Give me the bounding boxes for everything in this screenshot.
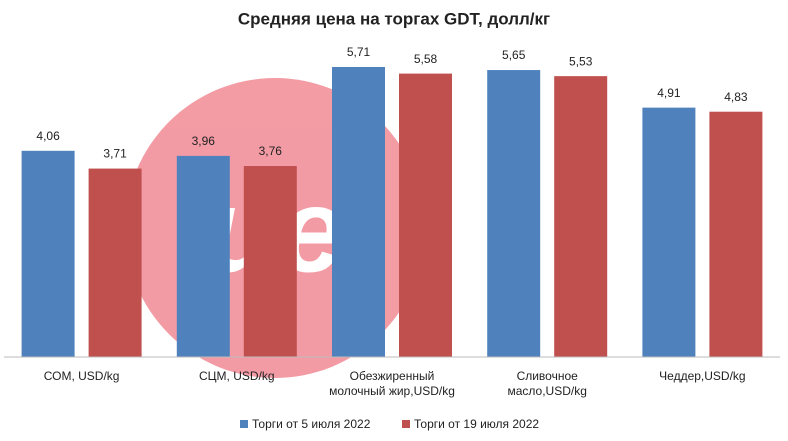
value-label: 4,06 bbox=[36, 129, 60, 143]
legend-swatch bbox=[240, 420, 248, 428]
value-label: 3,71 bbox=[103, 147, 127, 161]
bar bbox=[243, 166, 297, 357]
bar bbox=[487, 70, 541, 357]
legend-label: Торги от 5 июля 2022 bbox=[252, 417, 371, 431]
bar bbox=[709, 111, 763, 358]
bar bbox=[554, 76, 608, 358]
x-tick-label: Обезжиренный молочный жир,USD/kg bbox=[329, 369, 455, 398]
value-label: 4,83 bbox=[724, 90, 748, 104]
value-label: 5,71 bbox=[347, 45, 371, 59]
x-tick-label: Чеддер,USD/kg bbox=[659, 369, 746, 383]
chart-title: Средняя цена на торгах GDT, долл/кг bbox=[238, 9, 550, 28]
bar bbox=[642, 107, 696, 358]
value-label: 3,76 bbox=[259, 144, 283, 158]
value-label: 5,58 bbox=[414, 52, 438, 66]
x-tick-label: Сливочное масло,USD/kg bbox=[507, 369, 587, 398]
bar bbox=[176, 155, 230, 357]
value-label: 4,91 bbox=[657, 86, 681, 100]
bar bbox=[399, 73, 452, 358]
bar bbox=[332, 67, 385, 357]
x-tick-label: СЦМ, USD/kg bbox=[199, 369, 275, 383]
value-label: 5,53 bbox=[569, 54, 593, 68]
bar bbox=[88, 168, 142, 357]
legend-swatch bbox=[402, 420, 410, 428]
value-label: 5,65 bbox=[502, 48, 526, 62]
value-label: 3,96 bbox=[192, 134, 216, 148]
x-tick-label: СОМ, USD/kg bbox=[43, 369, 120, 383]
bar bbox=[21, 150, 75, 357]
legend-label: Торги от 19 июля 2022 bbox=[414, 417, 539, 431]
